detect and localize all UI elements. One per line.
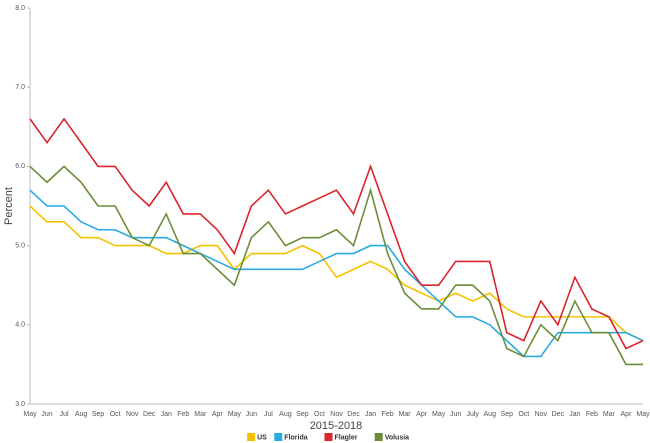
x-tick-label: Dec: [552, 411, 565, 418]
y-axis-title: Percent: [3, 187, 15, 225]
legend-swatch: [247, 433, 256, 441]
y-tick-label: 4.0: [15, 322, 25, 329]
x-tick-label: Mar: [194, 411, 207, 418]
x-tick-label: Oct: [314, 411, 325, 418]
line-series: [29, 205, 644, 342]
x-tick-label: May: [23, 411, 37, 418]
x-tick-label: Jun: [41, 411, 52, 418]
legend-swatch: [324, 433, 333, 441]
y-tick-label: 7.0: [15, 84, 25, 91]
line-series: [29, 117, 644, 350]
x-tick-label: Aug: [279, 411, 292, 418]
x-tick-label: Apr: [416, 411, 428, 418]
x-tick-label: Nov: [126, 411, 139, 418]
x-tick-label: Mar: [603, 411, 616, 418]
x-tick-label: Oct: [518, 411, 529, 418]
x-tick-label: Feb: [586, 411, 598, 418]
x-tick-label: Dec: [347, 411, 360, 418]
x-tick-label: Apr: [212, 411, 224, 418]
x-axis-title: 2015-2018: [310, 420, 363, 432]
x-tick-label: Jan: [161, 411, 172, 418]
x-tick-label: Sep: [92, 411, 105, 418]
legend-label: Volusia: [385, 434, 409, 441]
x-tick-label: Jun: [246, 411, 257, 418]
x-tick-label: May: [228, 411, 242, 418]
x-tick-label: Sep: [296, 411, 309, 418]
legend-swatch: [374, 433, 383, 441]
x-tick-label: Sep: [501, 411, 514, 418]
x-tick-label: Feb: [177, 411, 189, 418]
x-tick-label: Feb: [382, 411, 394, 418]
y-tick-label: 5.0: [15, 242, 25, 249]
x-tick-label: Jul: [60, 411, 69, 418]
x-tick-label: May: [432, 411, 446, 418]
x-tick-label: Oct: [110, 411, 121, 418]
x-tick-label: Jun: [450, 411, 461, 418]
line-series: [29, 189, 644, 358]
x-tick-label: Apr: [621, 411, 633, 418]
x-tick-label: Dec: [143, 411, 156, 418]
x-tick-label: Jan: [365, 411, 376, 418]
x-tick-label: Mar: [399, 411, 412, 418]
line-series: [29, 165, 643, 366]
legend-swatch: [274, 433, 283, 441]
x-tick-label: Nov: [535, 411, 548, 418]
legend-label: Flagler: [335, 434, 358, 441]
x-tick-label: May: [636, 411, 650, 418]
x-tick-label: Aug: [75, 411, 88, 418]
x-tick-label: Nov: [330, 411, 343, 418]
legend-label: Florida: [284, 434, 307, 441]
x-tick-label: July: [466, 411, 479, 418]
y-tick-label: 3.0: [15, 401, 25, 408]
legend-label: US: [257, 434, 267, 441]
x-tick-label: Jan: [569, 411, 580, 418]
x-tick-label: Jul: [264, 411, 273, 418]
y-tick-label: 8.0: [15, 5, 25, 12]
y-tick-label: 6.0: [15, 163, 25, 170]
x-tick-label: Aug: [484, 411, 497, 418]
